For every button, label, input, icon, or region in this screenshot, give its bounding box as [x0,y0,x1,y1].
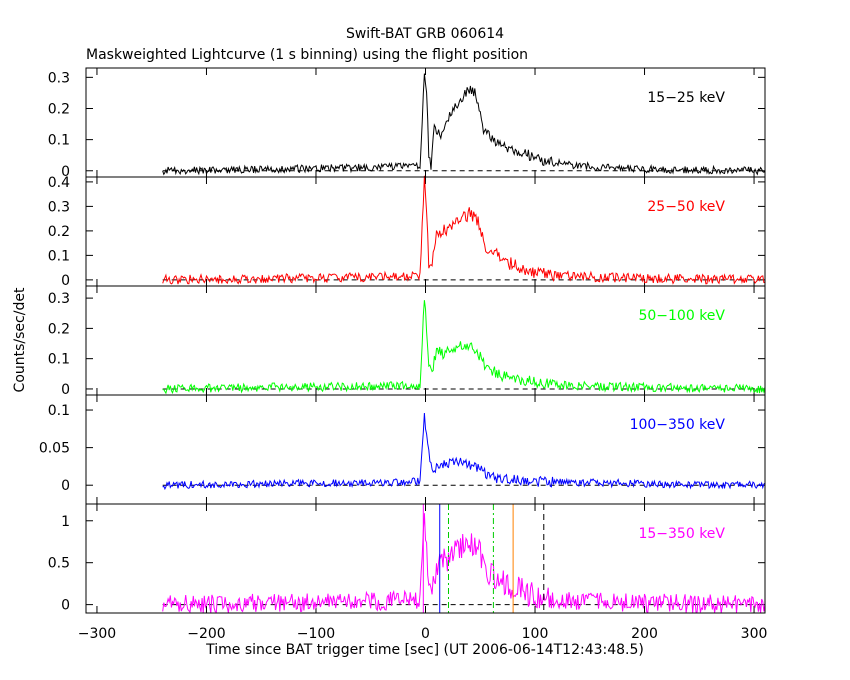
x-tick-label: 100 [522,626,549,642]
y-axis-label: Counts/sec/det [12,287,28,392]
x-tick-label: −300 [78,626,116,642]
x-tick-label: 200 [631,626,658,642]
lightcurve-line [162,73,766,176]
band-label: 25−50 keV [647,199,725,215]
y-tick-label: 0.1 [48,352,70,368]
band-label: 15−350 keV [638,526,725,542]
x-tick-label: −100 [297,626,335,642]
band-label: 15−25 keV [647,90,725,106]
lightcurve-line [162,300,766,395]
y-tick-label: 0.2 [48,321,70,337]
y-tick-label: 1 [61,514,70,530]
band-label: 100−350 keV [630,417,726,433]
y-tick-label: 0.1 [48,403,70,419]
y-tick-label: 0.2 [48,224,70,240]
y-tick-label: 0.1 [48,133,70,149]
x-axis-label: Time since BAT trigger time [sec] (UT 20… [205,642,644,658]
chart-title: Swift-BAT GRB 060614 [346,26,504,42]
panel-frame [85,503,766,614]
y-tick-label: 0 [61,598,70,614]
y-tick-label: 0.3 [48,291,70,307]
x-tick-label: −200 [187,626,225,642]
y-tick-label: 0 [61,273,70,289]
y-tick-label: 0 [61,478,70,494]
y-tick-label: 0.1 [48,248,70,264]
y-tick-label: 0.5 [48,556,70,572]
lightcurve-line [162,513,766,614]
chart-subtitle: Maskweighted Lightcurve (1 s binning) us… [86,47,528,63]
y-tick-label: 0.2 [48,101,70,117]
y-tick-label: 0 [61,382,70,398]
y-tick-label: 0.4 [48,175,70,191]
y-tick-label: 0.3 [48,199,70,215]
lightcurve-line [162,412,766,491]
panel-frame [85,285,766,396]
y-tick-label: 0 [61,164,70,180]
y-tick-label: 0.3 [48,70,70,86]
band-label: 50−100 keV [638,308,725,324]
x-tick-label: 0 [421,626,430,642]
y-tick-label: 0.05 [39,441,70,457]
lightcurve-line [162,175,765,285]
x-tick-label: 300 [741,626,768,642]
